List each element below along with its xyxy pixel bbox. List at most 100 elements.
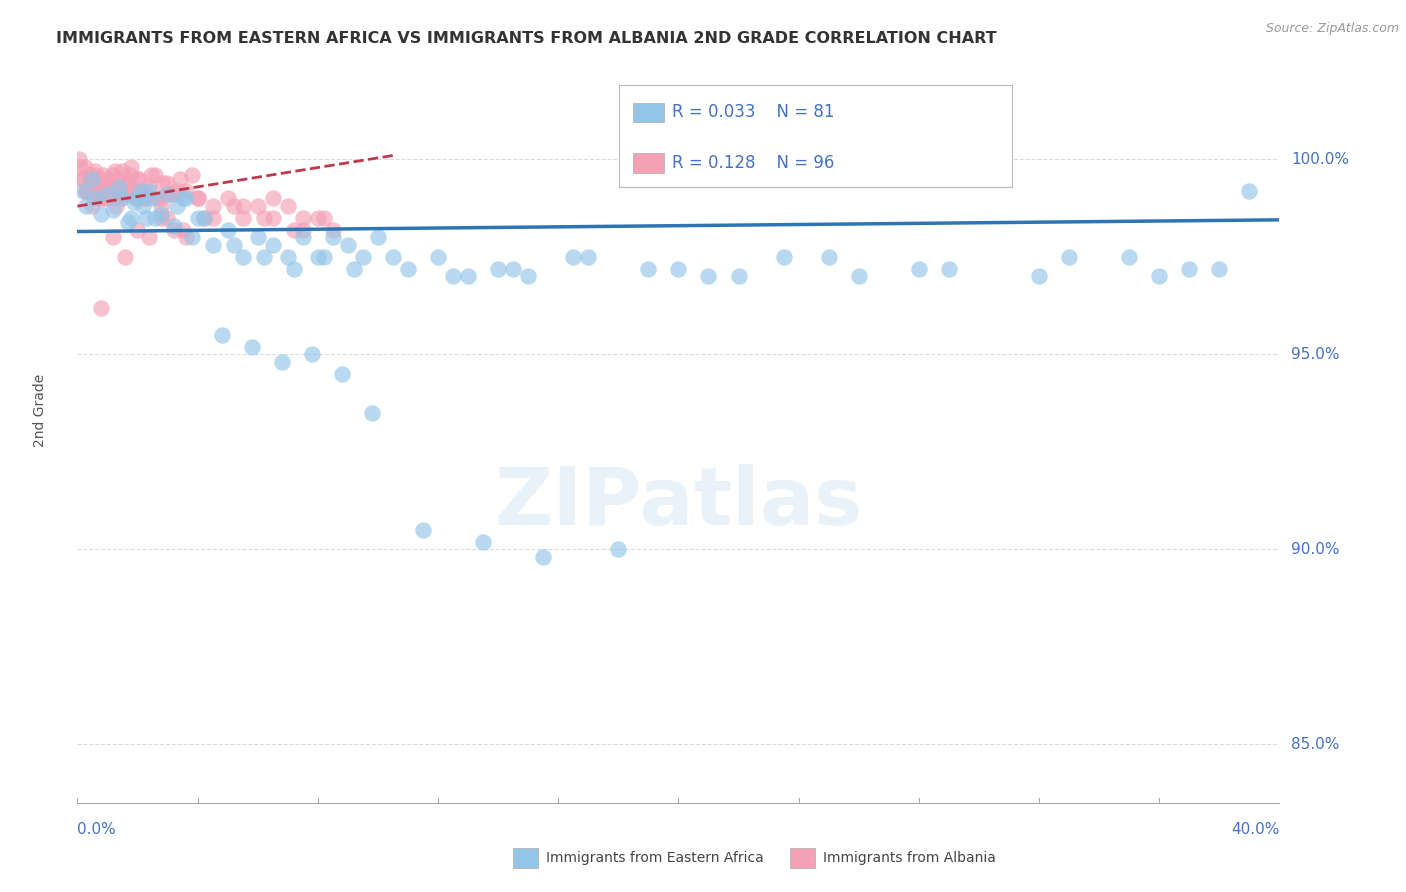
Point bbox=[322, 230, 344, 244]
Point bbox=[217, 222, 239, 236]
Point bbox=[128, 172, 150, 186]
Point bbox=[562, 250, 585, 264]
Point bbox=[111, 164, 134, 178]
Point bbox=[330, 367, 353, 381]
Point bbox=[301, 347, 323, 361]
Point bbox=[150, 207, 173, 221]
Point bbox=[127, 191, 149, 205]
Point bbox=[343, 261, 366, 276]
Point bbox=[120, 211, 142, 225]
Point bbox=[307, 250, 329, 264]
Point bbox=[108, 179, 131, 194]
Point bbox=[146, 191, 169, 205]
Point bbox=[122, 187, 145, 202]
Point bbox=[938, 261, 960, 276]
Point bbox=[114, 250, 136, 264]
Point bbox=[253, 250, 276, 264]
Point bbox=[169, 172, 191, 186]
Point bbox=[291, 230, 314, 244]
Point bbox=[150, 199, 173, 213]
Point bbox=[107, 172, 129, 186]
Point bbox=[90, 176, 112, 190]
Text: IMMIGRANTS FROM EASTERN AFRICA VS IMMIGRANTS FROM ALBANIA 2ND GRADE CORRELATION : IMMIGRANTS FROM EASTERN AFRICA VS IMMIGR… bbox=[56, 31, 997, 46]
Point bbox=[145, 168, 167, 182]
Point bbox=[848, 269, 870, 284]
Point bbox=[1178, 261, 1201, 276]
Point bbox=[166, 199, 188, 213]
Text: R = 0.128    N = 96: R = 0.128 N = 96 bbox=[672, 154, 834, 172]
Point bbox=[253, 211, 276, 225]
Point bbox=[166, 184, 188, 198]
Point bbox=[94, 176, 117, 190]
Point bbox=[124, 195, 146, 210]
Point bbox=[96, 172, 118, 186]
Point bbox=[336, 238, 359, 252]
Point bbox=[132, 199, 155, 213]
Point bbox=[240, 340, 263, 354]
Point bbox=[172, 222, 194, 236]
Point bbox=[79, 168, 101, 182]
Point bbox=[141, 191, 163, 205]
Point bbox=[138, 179, 160, 194]
Point bbox=[381, 250, 404, 264]
Point bbox=[427, 250, 450, 264]
Point bbox=[186, 191, 209, 205]
Point bbox=[531, 550, 554, 565]
Point bbox=[174, 184, 197, 198]
Point bbox=[67, 153, 90, 167]
Point bbox=[82, 172, 104, 186]
Point bbox=[186, 191, 209, 205]
Point bbox=[156, 211, 179, 225]
Point bbox=[291, 211, 314, 225]
Point bbox=[96, 191, 118, 205]
Point bbox=[1208, 261, 1230, 276]
Point bbox=[162, 187, 184, 202]
Point bbox=[105, 191, 128, 205]
Point bbox=[138, 230, 160, 244]
Text: ZIPatlas: ZIPatlas bbox=[495, 464, 862, 542]
Point bbox=[472, 534, 495, 549]
Point bbox=[322, 222, 344, 236]
Point bbox=[201, 199, 224, 213]
Text: 0.0%: 0.0% bbox=[77, 822, 117, 838]
Point bbox=[201, 211, 224, 225]
Point bbox=[201, 238, 224, 252]
Point bbox=[576, 250, 599, 264]
Point bbox=[103, 203, 125, 218]
Point bbox=[1057, 250, 1080, 264]
Point bbox=[134, 184, 156, 198]
Point bbox=[668, 261, 690, 276]
Point bbox=[457, 269, 479, 284]
Point bbox=[124, 184, 146, 198]
Point bbox=[193, 211, 215, 225]
Point bbox=[270, 355, 292, 369]
Point bbox=[115, 176, 138, 190]
Point bbox=[367, 230, 389, 244]
Point bbox=[117, 215, 139, 229]
Point bbox=[100, 179, 122, 194]
Text: 85.0%: 85.0% bbox=[1292, 737, 1340, 752]
Point bbox=[157, 187, 180, 202]
Point bbox=[156, 176, 179, 190]
Point bbox=[262, 238, 284, 252]
Text: 40.0%: 40.0% bbox=[1232, 822, 1279, 838]
Point bbox=[441, 269, 464, 284]
Point bbox=[697, 269, 720, 284]
Point bbox=[312, 211, 335, 225]
Point bbox=[87, 172, 110, 186]
Point bbox=[125, 191, 148, 205]
Text: 100.0%: 100.0% bbox=[1292, 152, 1350, 167]
Point bbox=[186, 211, 209, 225]
Point bbox=[132, 191, 155, 205]
Point bbox=[118, 168, 141, 182]
Point bbox=[135, 211, 157, 225]
Point bbox=[232, 199, 254, 213]
Point bbox=[139, 168, 162, 182]
Point bbox=[127, 172, 149, 186]
Point bbox=[129, 184, 152, 198]
Point bbox=[91, 168, 114, 182]
Point bbox=[817, 250, 839, 264]
Point bbox=[108, 179, 131, 194]
Point bbox=[262, 191, 284, 205]
Point bbox=[162, 222, 184, 236]
